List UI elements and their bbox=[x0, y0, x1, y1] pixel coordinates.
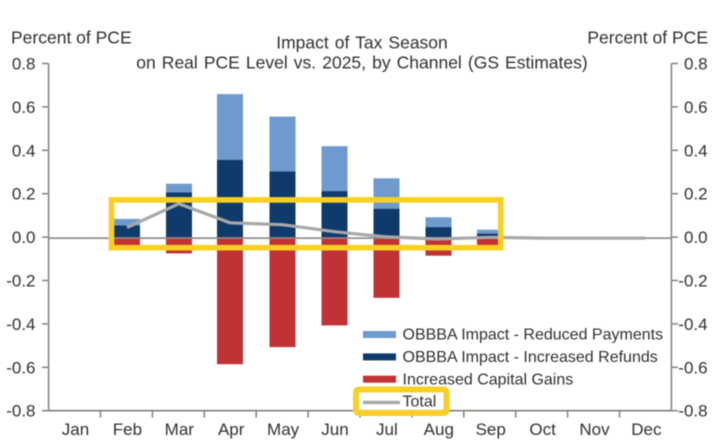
svg-text:Nov: Nov bbox=[579, 420, 610, 439]
svg-text:Dec: Dec bbox=[631, 420, 662, 439]
svg-text:Impact of Tax Season: Impact of Tax Season bbox=[276, 33, 448, 53]
svg-text:-0.8: -0.8 bbox=[678, 402, 707, 421]
svg-text:on Real PCE Level vs. 2025, by: on Real PCE Level vs. 2025, by Channel (… bbox=[136, 53, 587, 73]
svg-text:0.2: 0.2 bbox=[12, 185, 36, 204]
svg-text:Percent of PCE: Percent of PCE bbox=[587, 28, 708, 48]
svg-text:Sep: Sep bbox=[476, 420, 506, 439]
svg-text:-0.6: -0.6 bbox=[6, 358, 35, 377]
svg-text:0.6: 0.6 bbox=[12, 98, 36, 117]
svg-text:0.0: 0.0 bbox=[684, 228, 708, 247]
svg-text:-0.2: -0.2 bbox=[678, 272, 707, 291]
svg-text:-0.4: -0.4 bbox=[6, 315, 35, 334]
svg-text:0.8: 0.8 bbox=[684, 55, 708, 74]
svg-text:0.8: 0.8 bbox=[12, 55, 36, 74]
svg-text:Feb: Feb bbox=[113, 420, 142, 439]
svg-text:Increased Capital Gains: Increased Capital Gains bbox=[403, 371, 574, 388]
svg-text:Percent of PCE: Percent of PCE bbox=[11, 28, 132, 48]
svg-text:Mar: Mar bbox=[165, 420, 195, 439]
svg-text:-0.4: -0.4 bbox=[678, 315, 707, 334]
svg-text:OBBBA Impact - Reduced Payment: OBBBA Impact - Reduced Payments bbox=[403, 327, 664, 344]
svg-text:Oct: Oct bbox=[529, 420, 556, 439]
svg-text:0.0: 0.0 bbox=[12, 228, 36, 247]
svg-text:-0.8: -0.8 bbox=[6, 402, 35, 421]
svg-text:0.4: 0.4 bbox=[684, 141, 708, 160]
svg-text:0.4: 0.4 bbox=[12, 141, 36, 160]
svg-text:May: May bbox=[267, 420, 300, 439]
svg-text:Jun: Jun bbox=[321, 420, 348, 439]
svg-text:OBBBA Impact - Increased Refun: OBBBA Impact - Increased Refunds bbox=[403, 349, 658, 366]
svg-text:Aug: Aug bbox=[424, 420, 454, 439]
svg-text:-0.6: -0.6 bbox=[678, 358, 707, 377]
svg-text:0.6: 0.6 bbox=[684, 98, 708, 117]
svg-text:-0.2: -0.2 bbox=[6, 272, 35, 291]
svg-text:0.2: 0.2 bbox=[684, 185, 708, 204]
svg-text:Jan: Jan bbox=[62, 420, 89, 439]
svg-text:Total: Total bbox=[403, 394, 437, 411]
svg-text:Apr: Apr bbox=[218, 420, 245, 439]
svg-text:Jul: Jul bbox=[376, 420, 398, 439]
